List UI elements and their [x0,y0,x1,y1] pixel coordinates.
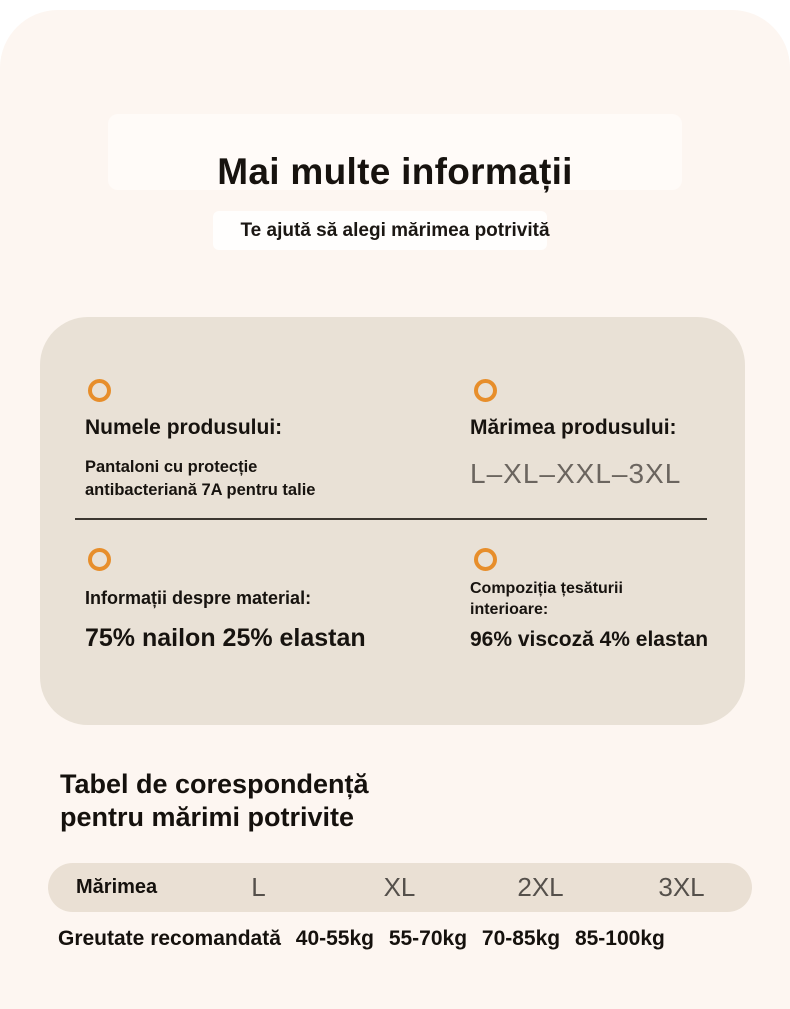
product-name-value: Pantaloni cu protecție antibacteriană 7A… [85,458,316,500]
size-cell-3xl: 3XL [658,872,705,902]
ring-icon [474,379,497,402]
size-cell-2xl: 2XL [517,872,564,902]
material-info-label: Informații despre material: [85,588,312,608]
weight-value-l: 40-55kg [295,927,374,950]
ring-icon [88,379,111,402]
product-name-label: Numele produsului: [85,416,283,439]
product-size-value: L–XL–XXL–3XL [470,458,682,489]
size-table-heading: Tabel de corespondență pentru mărimi pot… [60,769,369,833]
size-cell-l: L [251,872,266,902]
material-info-value: 75% nailon 25% elastan [85,624,366,652]
content-panel: Mai multe informații Te ajută să alegi m… [0,10,790,1009]
weight-value-2xl: 70-85kg [481,927,561,950]
weight-value-xl: 55-70kg [388,927,468,950]
weight-value-3xl: 85-100kg [574,927,665,950]
subtitle-highlight-band [213,211,547,250]
page-title: Mai multe informații [217,150,573,192]
size-table-header-label: Mărimea [76,876,158,898]
inner-fabric-value: 96% viscoză 4% elastan [470,628,709,651]
inner-fabric-label: Compoziția țesăturii interioare: [470,580,623,618]
weight-label: Greutate recomandată [58,927,281,950]
ring-icon [474,548,497,571]
card-divider [75,518,707,520]
size-cell-xl: XL [383,872,416,902]
recommended-weight-row: Greutate recomandată 40-55kg 55-70kg 70-… [58,927,665,951]
size-table-header-row: Mărimea L XL 2XL 3XL [48,863,752,912]
page-subtitle: Te ajută să alegi mărimea potrivită [240,220,550,241]
product-info-card: Numele produsului: Pantaloni cu protecți… [40,317,745,725]
title-highlight-band [108,114,682,190]
product-size-label: Mărimea produsului: [470,416,677,439]
ring-icon [88,548,111,571]
